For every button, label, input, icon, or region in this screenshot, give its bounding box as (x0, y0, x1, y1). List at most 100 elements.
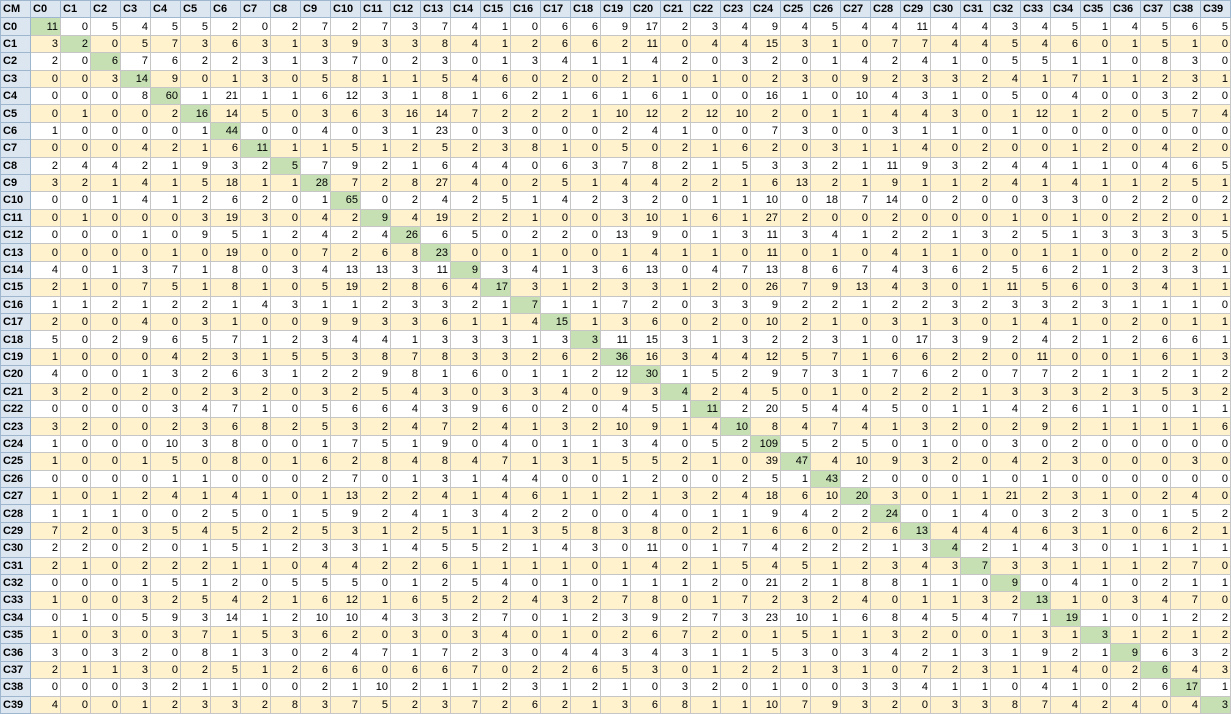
matrix-cell[interactable]: 1 (120, 452, 151, 471)
matrix-cell[interactable]: 0 (570, 469, 601, 488)
matrix-cell[interactable]: 0 (360, 660, 391, 680)
matrix-cell[interactable]: 0 (510, 573, 541, 593)
row-header-c8[interactable]: C8 (0, 156, 31, 175)
matrix-cell[interactable]: 2 (1140, 69, 1171, 88)
matrix-cell[interactable]: 1 (1200, 69, 1231, 88)
matrix-cell[interactable]: 13 (330, 486, 361, 506)
matrix-cell[interactable]: 3 (810, 660, 841, 680)
matrix-cell[interactable]: 2 (930, 417, 961, 436)
matrix-cell[interactable]: 2 (660, 173, 691, 193)
matrix-cell[interactable]: 7 (1170, 556, 1201, 575)
matrix-cell[interactable]: 4 (1020, 539, 1051, 558)
matrix-cell[interactable]: 0 (450, 243, 481, 262)
matrix-cell[interactable]: 0 (570, 626, 601, 645)
matrix-cell[interactable]: 14 (870, 191, 901, 210)
row-header-c14[interactable]: C14 (0, 260, 31, 280)
matrix-cell[interactable]: 1 (480, 556, 511, 575)
matrix-cell[interactable]: 3 (1170, 226, 1201, 245)
matrix-cell[interactable]: 8 (750, 417, 781, 436)
matrix-cell[interactable]: 0 (270, 191, 301, 210)
matrix-cell[interactable]: 6 (540, 347, 571, 367)
matrix-cell[interactable]: 3 (1110, 278, 1141, 297)
matrix-cell[interactable]: 0 (90, 382, 121, 401)
matrix-cell[interactable]: 0 (210, 469, 241, 488)
matrix-cell[interactable]: 3 (900, 417, 931, 436)
matrix-cell[interactable]: 0 (960, 52, 991, 71)
matrix-cell[interactable]: 0 (900, 504, 931, 523)
column-header-c24[interactable]: C24 (750, 0, 781, 19)
matrix-cell[interactable]: 1 (270, 86, 301, 106)
matrix-cell[interactable]: 21 (210, 86, 241, 106)
diagonal-cell[interactable]: 3 (1200, 695, 1231, 714)
matrix-cell[interactable]: 6 (1050, 278, 1081, 297)
matrix-cell[interactable]: 8 (420, 34, 451, 54)
matrix-cell[interactable]: 3 (600, 278, 631, 297)
matrix-cell[interactable]: 1 (90, 660, 121, 680)
matrix-cell[interactable]: 2 (900, 382, 931, 401)
matrix-cell[interactable]: 5 (150, 452, 181, 471)
matrix-cell[interactable]: 0 (510, 626, 541, 645)
matrix-cell[interactable]: 6 (450, 365, 481, 384)
matrix-cell[interactable]: 6 (150, 52, 181, 71)
matrix-cell[interactable]: 2 (990, 591, 1021, 610)
matrix-cell[interactable]: 0 (840, 121, 871, 141)
matrix-cell[interactable]: 3 (660, 330, 691, 349)
matrix-cell[interactable]: 0 (600, 504, 631, 523)
matrix-cell[interactable]: 8 (990, 695, 1021, 714)
matrix-cell[interactable]: 1 (1110, 399, 1141, 419)
matrix-cell[interactable]: 0 (90, 399, 121, 419)
matrix-cell[interactable]: 1 (240, 660, 271, 680)
matrix-cell[interactable]: 11 (630, 34, 661, 54)
matrix-cell[interactable]: 1 (690, 226, 721, 245)
matrix-cell[interactable]: 2 (870, 295, 901, 315)
matrix-cell[interactable]: 2 (390, 191, 421, 210)
matrix-cell[interactable]: 3 (1020, 382, 1051, 401)
matrix-cell[interactable]: 1 (510, 330, 541, 349)
matrix-cell[interactable]: 2 (570, 417, 601, 436)
matrix-cell[interactable]: 3 (780, 121, 811, 141)
matrix-cell[interactable]: 1 (990, 626, 1021, 645)
matrix-cell[interactable]: 2 (450, 417, 481, 436)
matrix-cell[interactable]: 11 (600, 330, 631, 349)
matrix-cell[interactable]: 1 (1170, 573, 1201, 593)
matrix-cell[interactable]: 3 (1050, 521, 1081, 541)
matrix-cell[interactable]: 1 (480, 295, 511, 315)
matrix-cell[interactable]: 1 (60, 295, 91, 315)
matrix-cell[interactable]: 3 (1050, 486, 1081, 506)
matrix-cell[interactable]: 1 (90, 191, 121, 210)
matrix-cell[interactable]: 0 (450, 52, 481, 71)
column-header-c2[interactable]: C2 (90, 0, 121, 19)
matrix-cell[interactable]: 3 (480, 330, 511, 349)
matrix-cell[interactable]: 4 (720, 486, 751, 506)
matrix-cell[interactable]: 2 (240, 591, 271, 610)
matrix-cell[interactable]: 1 (990, 104, 1021, 123)
matrix-cell[interactable]: 1 (570, 104, 601, 123)
matrix-cell[interactable]: 4 (900, 52, 931, 71)
matrix-cell[interactable]: 0 (150, 313, 181, 332)
matrix-cell[interactable]: 4 (1050, 660, 1081, 680)
matrix-cell[interactable]: 0 (660, 69, 691, 88)
matrix-cell[interactable]: 0 (240, 469, 271, 488)
matrix-cell[interactable]: 4 (990, 156, 1021, 175)
matrix-cell[interactable]: 8 (660, 695, 691, 714)
matrix-cell[interactable]: 0 (240, 313, 271, 332)
matrix-cell[interactable]: 10 (330, 608, 361, 628)
matrix-cell[interactable]: 1 (240, 556, 271, 575)
matrix-cell[interactable]: 4 (480, 573, 511, 593)
matrix-cell[interactable]: 5 (690, 434, 721, 454)
matrix-cell[interactable]: 8 (630, 591, 661, 610)
matrix-cell[interactable]: 23 (750, 608, 781, 628)
matrix-cell[interactable]: 2 (1140, 173, 1171, 193)
matrix-cell[interactable]: 7 (480, 452, 511, 471)
matrix-cell[interactable]: 0 (660, 295, 691, 315)
matrix-cell[interactable]: 1 (1080, 52, 1111, 71)
matrix-cell[interactable]: 2 (1200, 643, 1231, 662)
matrix-cell[interactable]: 1 (990, 313, 1021, 332)
matrix-cell[interactable]: 7 (150, 260, 181, 280)
matrix-cell[interactable]: 1 (60, 556, 91, 575)
matrix-cell[interactable]: 0 (1110, 86, 1141, 106)
matrix-cell[interactable]: 4 (630, 504, 661, 523)
column-header-c4[interactable]: C4 (150, 0, 181, 19)
matrix-cell[interactable]: 1 (180, 86, 211, 106)
matrix-cell[interactable]: 1 (300, 486, 331, 506)
